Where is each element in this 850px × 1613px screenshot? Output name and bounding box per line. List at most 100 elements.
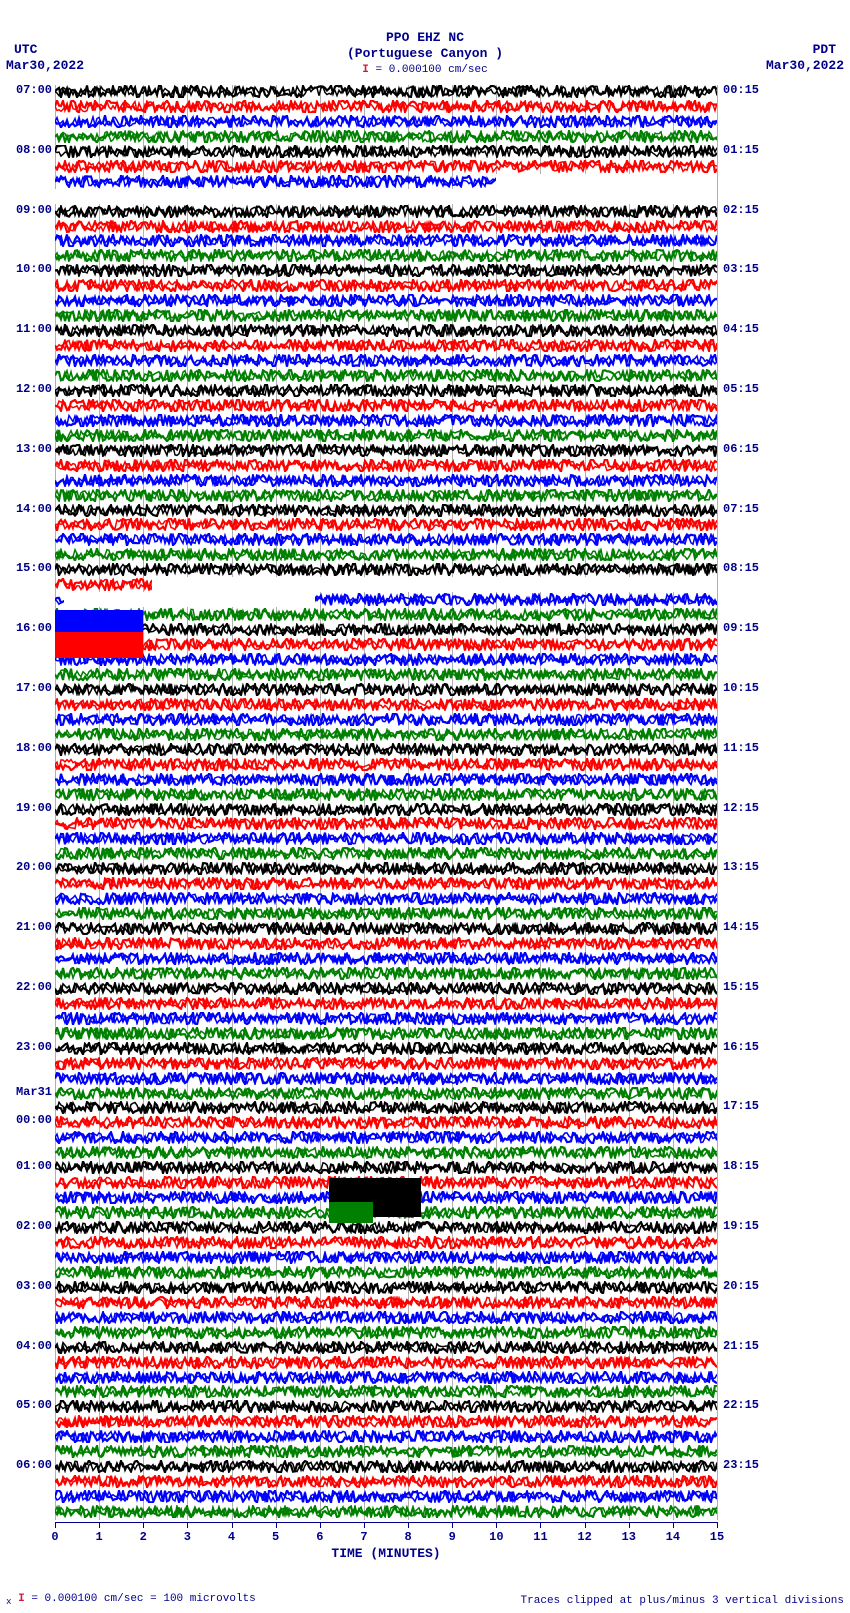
seismogram-trace: [55, 907, 717, 920]
left-time-label: 04:00: [4, 1339, 52, 1353]
x-tick-label: 2: [140, 1530, 147, 1544]
seismogram-trace: [55, 817, 717, 830]
right-time-label: 02:15: [723, 203, 759, 217]
right-date: Mar30,2022: [766, 58, 844, 73]
seismogram-trace: [55, 1116, 717, 1129]
seismogram-trace: [55, 1430, 717, 1443]
seismogram-trace: [55, 803, 717, 816]
seismogram-trace: [55, 623, 717, 636]
seismogram-trace: [55, 339, 717, 352]
seismogram-trace: [55, 683, 717, 696]
seismogram-trace: [55, 1341, 717, 1354]
seismogram-trace: [55, 967, 717, 980]
station-title: PPO EHZ NC: [0, 30, 850, 45]
right-time-label: 00:15: [723, 83, 759, 97]
x-tick: [143, 1522, 144, 1528]
x-tick-label: 9: [449, 1530, 456, 1544]
right-time-label: 12:15: [723, 801, 759, 815]
left-time-label: 06:00: [4, 1458, 52, 1472]
seismogram-trace: [55, 862, 717, 875]
right-time-label: 22:15: [723, 1398, 759, 1412]
seismogram-trace: [55, 892, 717, 905]
x-tick: [629, 1522, 630, 1528]
left-time-label: 20:00: [4, 860, 52, 874]
seismogram-trace: [55, 997, 717, 1010]
seismic-event: [329, 1202, 373, 1223]
left-time-label: 03:00: [4, 1279, 52, 1293]
seismogram-trace: [55, 653, 717, 666]
right-time-label: 07:15: [723, 502, 759, 516]
seismogram-trace: [55, 773, 717, 786]
right-time-label: 10:15: [723, 681, 759, 695]
right-time-label: 06:15: [723, 442, 759, 456]
seismogram-trace: [55, 1221, 717, 1234]
seismogram-trace: [55, 369, 717, 382]
seismogram-trace: [55, 444, 717, 457]
x-tick: [585, 1522, 586, 1528]
x-axis-label: TIME (MINUTES): [331, 1546, 440, 1561]
seismogram-trace: [55, 1281, 717, 1294]
right-time-label: 17:15: [723, 1099, 759, 1113]
seismogram-trace: [55, 668, 717, 681]
seismogram-trace: [55, 1490, 717, 1503]
seismogram-trace: [55, 100, 717, 113]
right-time-label: 11:15: [723, 741, 759, 755]
footer-scale: x I = 0.000100 cm/sec = 100 microvolts: [6, 1593, 256, 1607]
right-time-label: 13:15: [723, 860, 759, 874]
gridline: [717, 85, 718, 1520]
x-tick-label: 11: [533, 1530, 547, 1544]
left-time-label: 10:00: [4, 262, 52, 276]
seismogram-trace: [55, 1161, 717, 1174]
x-tick-label: 0: [51, 1530, 58, 1544]
seismogram-trace: [55, 952, 717, 965]
x-tick: [496, 1522, 497, 1528]
x-tick-label: 3: [184, 1530, 191, 1544]
x-tick-label: 13: [622, 1530, 636, 1544]
left-timezone: UTC: [14, 42, 37, 57]
footer-clip-note: Traces clipped at plus/minus 3 vertical …: [521, 1595, 844, 1607]
x-tick: [320, 1522, 321, 1528]
x-tick: [717, 1522, 718, 1528]
seismogram-trace: [55, 414, 717, 427]
left-time-label: 13:00: [4, 442, 52, 456]
right-time-label: 08:15: [723, 561, 759, 575]
seismogram-trace: [55, 309, 717, 322]
left-time-label: 18:00: [4, 741, 52, 755]
seismogram-trace: [55, 1251, 717, 1264]
seismogram-trace: [55, 459, 717, 472]
right-time-label: 19:15: [723, 1219, 759, 1233]
x-tick-label: 8: [404, 1530, 411, 1544]
seismogram-trace: [55, 832, 717, 845]
seismogram-trace: [55, 743, 717, 756]
seismogram-trace: [55, 264, 717, 277]
seismogram-trace: [55, 533, 717, 546]
cal-bar-icon: I: [18, 1593, 25, 1605]
seismogram-trace: [55, 399, 717, 412]
seismic-event: [55, 632, 143, 658]
left-time-label: 14:00: [4, 502, 52, 516]
x-tick: [364, 1522, 365, 1528]
seismogram-trace: [55, 1296, 717, 1309]
seismogram-trace: [55, 115, 717, 128]
seismogram-trace: [55, 145, 717, 158]
footer-scale-text: = 0.000100 cm/sec = 100 microvolts: [25, 1593, 256, 1605]
seismogram-trace: [55, 1057, 717, 1070]
left-time-label: 00:00: [4, 1113, 52, 1127]
seismogram-trace: [55, 1236, 717, 1249]
left-date-change: Mar31: [4, 1085, 52, 1099]
seismogram-trace: [55, 1012, 717, 1025]
seismogram-trace: [55, 638, 717, 651]
seismogram-trace: [55, 234, 717, 247]
seismogram-trace: [55, 324, 717, 337]
right-time-label: 05:15: [723, 382, 759, 396]
seismogram-trace: [55, 937, 717, 950]
seismogram-trace: [55, 1027, 717, 1040]
seismogram-trace: [55, 220, 717, 233]
seismogram-trace: [55, 877, 717, 890]
seismogram-trace: [55, 1101, 717, 1114]
right-timezone: PDT: [813, 42, 836, 57]
seismogram-trace: [55, 205, 717, 218]
seismogram-trace: [55, 1445, 717, 1458]
seismogram-trace: [55, 1087, 717, 1100]
seismogram-trace: [55, 1505, 717, 1518]
